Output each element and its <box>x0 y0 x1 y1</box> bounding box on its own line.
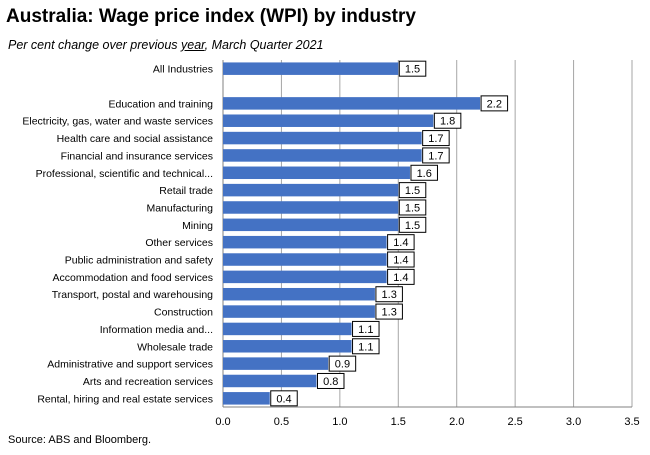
data-label-box <box>398 216 427 233</box>
category-label: Information media and... <box>100 324 213 336</box>
data-label: 1.7 <box>428 150 443 162</box>
x-tick-label: 1.5 <box>391 416 406 428</box>
data-label-box <box>375 303 403 320</box>
data-label-box <box>328 355 357 372</box>
data-label: 1.6 <box>417 168 432 180</box>
category-label: All Industries <box>153 64 213 76</box>
category-label: Education and training <box>109 98 214 110</box>
category-label: Retail trade <box>159 185 213 197</box>
bar <box>223 183 399 197</box>
data-label-box <box>387 234 415 251</box>
bar <box>223 166 410 180</box>
bar <box>223 218 399 232</box>
chart-subtitle: Per cent change over previous year, Marc… <box>8 38 323 52</box>
bar <box>223 253 387 266</box>
bar <box>223 114 434 127</box>
category-label: Manufacturing <box>146 202 213 214</box>
bar <box>223 62 399 75</box>
category-label: Transport, postal and warehousing <box>52 289 213 301</box>
data-label-box <box>422 130 450 147</box>
bar <box>223 305 375 318</box>
data-label: 1.4 <box>393 237 408 249</box>
data-label-box <box>270 390 298 407</box>
x-tick-label: 0.5 <box>274 416 289 428</box>
subtitle-prefix: Per cent change over previous <box>8 38 182 52</box>
data-label: 1.4 <box>393 255 408 267</box>
data-label-box <box>352 338 380 355</box>
bar <box>223 149 422 162</box>
data-label: 0.9 <box>335 359 350 371</box>
category-label: Electricity, gas, water and waste servic… <box>22 116 213 128</box>
bar <box>223 374 317 388</box>
category-label: Other services <box>145 237 213 249</box>
subtitle-underlined-word: year <box>181 38 205 52</box>
data-label-box <box>387 251 415 268</box>
x-tick-label: 1.0 <box>332 416 347 428</box>
bar <box>223 201 399 214</box>
category-label: Rental, hiring and real estate services <box>37 393 213 405</box>
data-label-box <box>375 286 403 303</box>
data-label-box <box>410 164 438 181</box>
subtitle-suffix: , March Quarter 2021 <box>204 38 324 52</box>
data-label-box <box>480 95 509 112</box>
category-label: Public administration and safety <box>65 255 214 267</box>
x-tick-label: 2.5 <box>507 416 522 428</box>
data-label: 1.3 <box>382 289 397 301</box>
category-label: Accommodation and food services <box>53 272 214 284</box>
data-label: 1.1 <box>358 341 373 353</box>
x-tick-label: 3.5 <box>624 416 639 428</box>
x-tick-label: 0.0 <box>215 416 230 428</box>
data-label-box <box>398 60 427 77</box>
data-label-box <box>316 372 345 389</box>
data-label-box <box>398 199 427 216</box>
chart-source: Source: ABS and Bloomberg. <box>8 434 152 446</box>
data-label: 1.8 <box>440 116 455 128</box>
data-label: 1.3 <box>382 307 397 319</box>
data-label: 1.5 <box>405 64 420 76</box>
data-label: 0.8 <box>323 376 338 388</box>
data-label: 1.7 <box>428 133 443 145</box>
data-label: 1.5 <box>405 185 420 197</box>
bar <box>223 235 387 249</box>
data-label-box <box>433 112 462 129</box>
category-label: Construction <box>154 307 213 319</box>
bar <box>223 392 270 405</box>
data-label: 1.4 <box>393 272 408 284</box>
category-label: Health care and social assistance <box>57 133 214 145</box>
bar <box>223 340 352 353</box>
bar <box>223 357 329 370</box>
data-label: 2.2 <box>487 98 502 110</box>
category-label: Financial and insurance services <box>61 150 213 162</box>
chart-title: Australia: Wage price index (WPI) by ind… <box>6 6 416 27</box>
data-label-box <box>352 320 380 337</box>
bar <box>223 270 387 284</box>
data-label-box <box>422 147 450 164</box>
category-label: Administrative and support services <box>47 359 213 371</box>
x-tick-label: 2.0 <box>449 416 464 428</box>
x-tick-label: 3.0 <box>566 416 581 428</box>
data-label: 1.5 <box>405 220 420 232</box>
data-label-box <box>387 268 415 285</box>
category-label: Wholesale trade <box>137 341 213 353</box>
category-label: Professional, scientific and technical..… <box>36 168 213 180</box>
category-label: Arts and recreation services <box>83 376 213 388</box>
bar <box>223 97 481 110</box>
data-label-box <box>398 182 427 199</box>
bar <box>223 131 422 145</box>
bar <box>223 287 375 301</box>
bar <box>223 322 352 336</box>
data-label: 1.5 <box>405 202 420 214</box>
category-label: Mining <box>182 220 213 232</box>
data-label: 1.1 <box>358 324 373 336</box>
data-label: 0.4 <box>276 393 291 405</box>
